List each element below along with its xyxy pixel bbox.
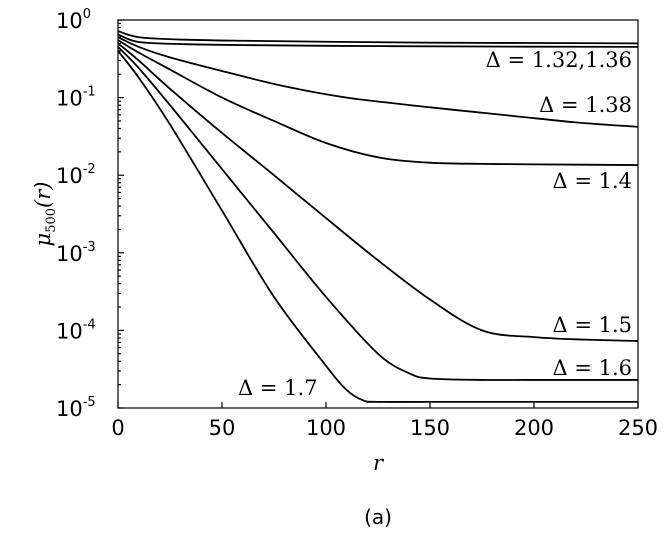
annotation-value: 1.5 [599, 313, 632, 337]
y-tick-label-0: 100 [56, 7, 91, 33]
series-line-4 [117, 42, 639, 342]
y-tick-label-5: 10-5 [56, 395, 96, 421]
ticks-layer [117, 19, 639, 409]
y-axis-label: μ500(r) [31, 182, 59, 247]
y-tick-base-5: 10 [56, 397, 83, 421]
annotation-equals: = [501, 48, 532, 72]
annotation-equals: = [554, 93, 585, 117]
y-tick-base-4: 10 [56, 319, 83, 343]
annotation-symbol: Δ [486, 48, 501, 72]
x-tick-label-4: 200 [514, 416, 554, 440]
annotation-a132: Δ = 1.32,1.36 [486, 48, 632, 72]
annotation-equals: = [253, 376, 284, 400]
annotation-symbol: Δ [552, 356, 567, 380]
annotation-equals: = [568, 356, 599, 380]
figure-caption: (a) [364, 505, 392, 529]
y-tick-exp-3: -3 [83, 240, 96, 255]
y-label-arg: (r) [31, 182, 55, 208]
y-tick-label-3: 10-3 [56, 240, 96, 266]
annotations-layer: Δ = 1.32,1.36Δ = 1.38Δ = 1.4Δ = 1.5Δ = 1… [238, 48, 632, 400]
y-tick-label-1: 10-1 [56, 85, 96, 111]
series-line-0 [117, 30, 639, 45]
y-tick-exp-0: 0 [83, 7, 91, 22]
x-axis-label: r [373, 451, 385, 475]
y-tick-base-2: 10 [56, 164, 83, 188]
y-tick-exp-1: -1 [83, 85, 96, 100]
annotation-symbol: Δ [552, 313, 567, 337]
annotation-a15: Δ = 1.5 [552, 313, 632, 337]
plot-frame [117, 19, 639, 409]
x-tick-label-5: 250 [618, 416, 658, 440]
y-tick-exp-4: -4 [83, 317, 96, 332]
annotation-equals: = [568, 313, 599, 337]
annotation-value: 1.32,1.36 [532, 48, 632, 72]
annotation-symbol: Δ [539, 93, 554, 117]
x-tick-label-3: 150 [410, 416, 450, 440]
annotation-value: 1.4 [599, 169, 632, 193]
y-tick-label-2: 10-2 [56, 162, 96, 188]
y-tick-exp-2: -2 [83, 162, 96, 177]
annotation-a16: Δ = 1.6 [552, 356, 632, 380]
x-tick-label-0: 0 [111, 416, 124, 440]
y-tick-base-0: 10 [56, 9, 83, 33]
annotation-a17: Δ = 1.7 [238, 376, 318, 400]
annotation-symbol: Δ [552, 169, 567, 193]
y-tick-base-1: 10 [56, 87, 83, 111]
annotation-value: 1.38 [585, 93, 632, 117]
svg-text:μ500(r): μ500(r) [31, 182, 59, 247]
y-label-sub: 500 [44, 208, 59, 233]
y-label-base: μ [31, 233, 55, 247]
series-line-6 [117, 50, 639, 403]
y-tick-label-4: 10-4 [56, 317, 96, 343]
series-line-3 [117, 39, 639, 166]
series-line-2 [117, 36, 639, 128]
annotation-value: 1.6 [599, 356, 632, 380]
series-line-5 [117, 46, 638, 381]
series-line-1 [117, 33, 639, 48]
y-tick-exp-5: -5 [83, 395, 96, 410]
annotation-a14: Δ = 1.4 [552, 169, 632, 193]
y-tick-base-3: 10 [56, 242, 83, 266]
annotation-a138: Δ = 1.38 [539, 93, 632, 117]
annotation-value: 1.7 [284, 376, 317, 400]
x-tick-label-1: 50 [209, 416, 236, 440]
curves-layer [117, 30, 639, 403]
x-tick-label-2: 100 [306, 416, 346, 440]
annotation-symbol: Δ [238, 376, 253, 400]
annotation-equals: = [568, 169, 599, 193]
